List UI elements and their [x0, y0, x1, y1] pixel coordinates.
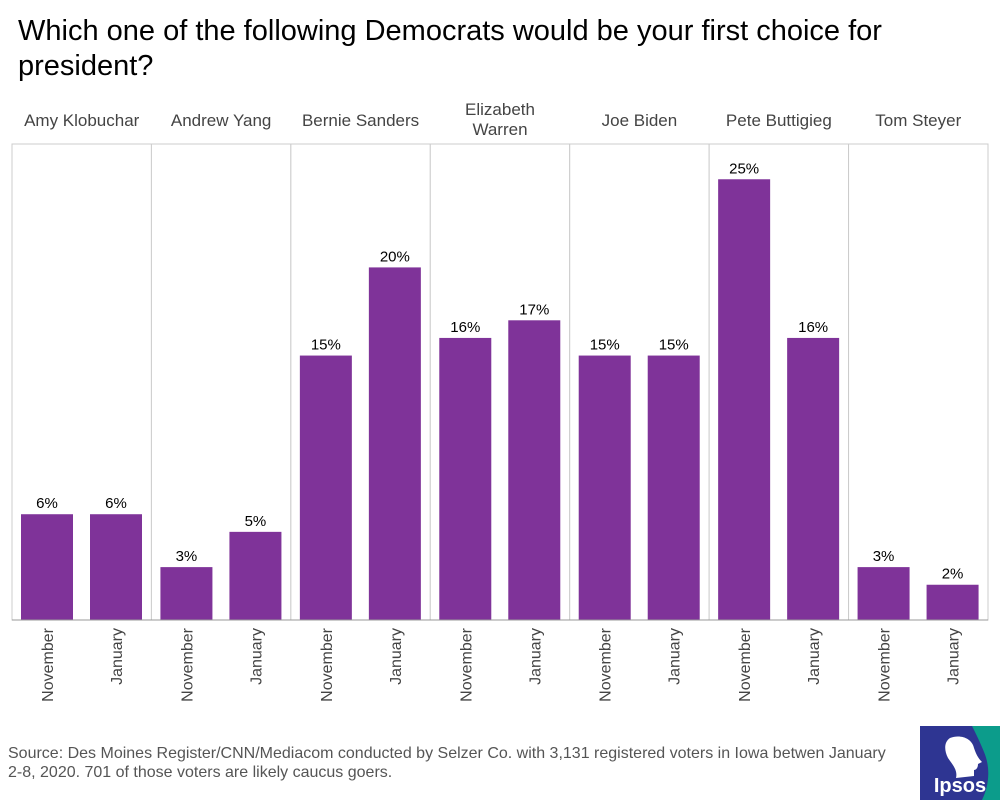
data-label: 3% — [176, 548, 198, 565]
bar — [368, 267, 421, 620]
bar — [926, 584, 979, 620]
data-label: 16% — [798, 319, 828, 336]
logo-head-silhouette — [945, 736, 982, 778]
data-label: 20% — [380, 248, 410, 265]
x-tick-label: January — [806, 628, 823, 685]
bar — [21, 514, 73, 620]
data-label: 16% — [450, 319, 480, 336]
bar — [90, 514, 142, 620]
bar — [718, 179, 771, 620]
chart-title: Which one of the following Democrats wou… — [18, 15, 882, 82]
logo-text: Ipsos — [934, 775, 986, 797]
bar — [857, 567, 910, 620]
bar — [647, 355, 700, 620]
facet-label: Warren — [472, 120, 527, 139]
bar — [578, 355, 631, 620]
bar-chart: Amy Klobuchar Andrew Yang Bernie Sanders El… — [11, 100, 989, 702]
x-tick-label: January — [248, 628, 265, 685]
data-label: 15% — [590, 337, 620, 354]
bar — [508, 320, 561, 620]
x-tick-label: November — [40, 627, 57, 701]
data-label: 6% — [36, 495, 58, 512]
x-tick-label: January — [667, 628, 684, 685]
bar — [160, 567, 213, 620]
data-label: 17% — [519, 301, 549, 318]
x-tick-label: November — [458, 627, 475, 701]
x-tick-label: January — [946, 628, 963, 685]
x-tick-label: November — [877, 627, 894, 701]
data-label: 2% — [942, 566, 964, 583]
facet-label: Andrew Yang — [171, 111, 272, 130]
data-label: 3% — [873, 548, 895, 565]
data-label: 15% — [311, 337, 341, 354]
facet-label: Amy Klobuchar — [24, 111, 140, 130]
facet-label: Bernie Sanders — [302, 111, 419, 130]
x-tick-label: January — [109, 628, 126, 685]
x-tick-label: January — [527, 628, 544, 685]
data-label: 6% — [105, 495, 127, 512]
x-tick-label: January — [388, 628, 405, 685]
bar — [787, 337, 840, 620]
bar — [299, 355, 352, 620]
x-tick-label: November — [737, 627, 754, 701]
data-label: 25% — [729, 160, 759, 177]
x-tick-label: November — [319, 627, 336, 701]
facet-label: Joe Biden — [602, 111, 678, 130]
bar — [439, 337, 492, 620]
facet-label: Elizabeth — [465, 100, 535, 119]
bar — [229, 531, 282, 620]
facet-label: Tom Steyer — [875, 111, 961, 130]
logo-teal-shape — [972, 726, 1000, 800]
facet-panel — [848, 143, 989, 621]
data-label: 15% — [659, 337, 689, 354]
x-tick-label: November — [179, 627, 196, 701]
ipsos-logo: Ipsos — [920, 726, 1000, 800]
source-note: Source: Des Moines Register/CNN/Mediacom… — [8, 745, 886, 781]
facet-label: Pete Buttigieg — [726, 111, 832, 130]
data-label: 5% — [245, 513, 267, 530]
x-tick-label: November — [598, 627, 615, 701]
